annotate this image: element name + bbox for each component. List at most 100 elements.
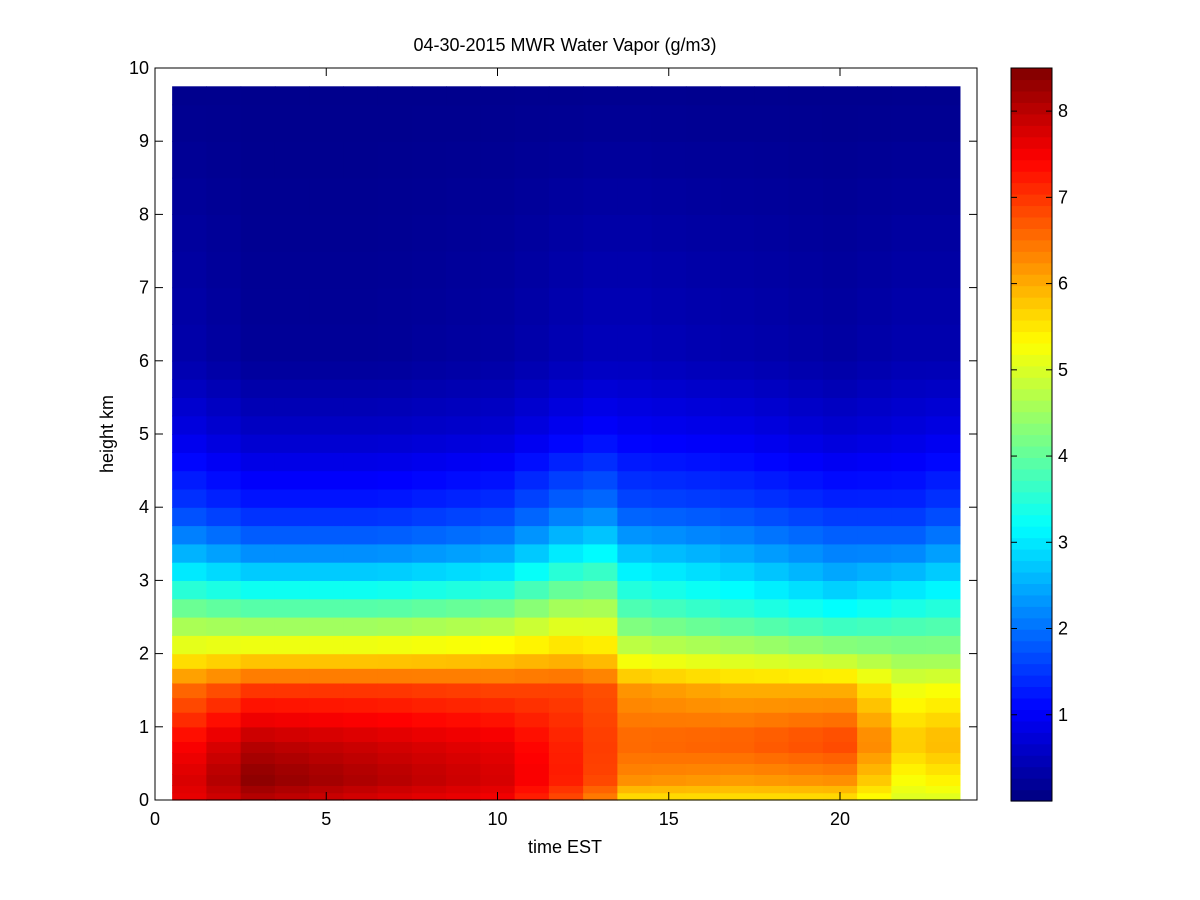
colorbar-swatch <box>1011 468 1052 481</box>
heatmap-cell <box>172 177 207 215</box>
colorbar-swatch <box>1011 388 1052 401</box>
heatmap-cell <box>685 470 721 490</box>
heatmap-cell <box>617 251 653 289</box>
heatmap-cell <box>309 785 344 794</box>
heatmap-cell <box>309 617 344 636</box>
heatmap-cell <box>788 697 824 713</box>
heatmap-cell <box>206 785 242 794</box>
heatmap-cell <box>720 360 755 380</box>
heatmap-cell <box>822 507 858 527</box>
heatmap-cell <box>274 415 310 435</box>
x-tick-label: 15 <box>659 809 679 829</box>
heatmap-cell <box>514 617 550 636</box>
heatmap-cell <box>788 682 824 699</box>
heatmap-cell <box>548 543 584 563</box>
colorbar-swatch <box>1011 411 1052 424</box>
heatmap-cell <box>172 415 207 435</box>
heatmap-cell <box>891 562 927 581</box>
heatmap-cell <box>822 525 858 545</box>
heatmap-cell <box>206 543 242 563</box>
heatmap-cell <box>240 287 276 325</box>
heatmap-cell <box>891 470 927 490</box>
heatmap-cell <box>925 287 961 325</box>
heatmap-cell <box>446 251 481 289</box>
heatmap-cell <box>891 360 927 380</box>
heatmap-cell <box>343 752 379 764</box>
heatmap-cell <box>925 774 961 786</box>
heatmap-cell <box>754 617 790 636</box>
heatmap-cell <box>206 741 242 754</box>
heatmap-cell <box>172 752 207 764</box>
heatmap-cell <box>411 774 447 786</box>
heatmap-cell <box>857 470 892 490</box>
heatmap-cell <box>720 397 755 417</box>
heatmap-cell <box>172 287 207 325</box>
heatmap-cell <box>377 763 413 775</box>
colorbar-swatch <box>1011 193 1052 207</box>
heatmap-cell <box>206 488 242 508</box>
heatmap-cell <box>446 741 481 754</box>
heatmap-cell <box>583 397 618 417</box>
heatmap-cell <box>583 415 618 435</box>
y-tick-label: 7 <box>139 278 149 298</box>
heatmap-cell <box>377 668 413 684</box>
heatmap-cell <box>309 86 344 106</box>
heatmap-cell <box>583 785 618 794</box>
colorbar-swatch <box>1011 675 1052 688</box>
heatmap-cell <box>206 379 242 398</box>
heatmap-cell <box>925 415 961 435</box>
heatmap-cell <box>754 507 790 527</box>
heatmap-cell <box>446 562 481 581</box>
heatmap-cell <box>617 104 653 142</box>
heatmap-cell <box>720 434 755 453</box>
heatmap-cell <box>788 785 824 794</box>
heatmap-cell <box>720 697 755 713</box>
heatmap-cell <box>720 562 755 581</box>
heatmap-cell <box>274 397 310 417</box>
heatmap-cell <box>309 598 344 618</box>
heatmap-cell <box>411 682 447 699</box>
heatmap-cell <box>651 488 687 508</box>
heatmap-cell <box>822 287 858 325</box>
heatmap-cell <box>343 792 379 801</box>
heatmap-cell <box>240 668 276 684</box>
heatmap-cell <box>822 543 858 563</box>
heatmap-cell <box>720 741 755 754</box>
heatmap-cell <box>822 752 858 764</box>
heatmap-cell <box>891 682 927 699</box>
heatmap-cell <box>583 792 618 801</box>
colorbar-tick-label: 2 <box>1058 619 1068 639</box>
heatmap-cell <box>754 488 790 508</box>
colorbar-tick-label: 5 <box>1058 360 1068 380</box>
heatmap-cell <box>788 251 824 289</box>
heatmap-cell <box>651 653 687 669</box>
heatmap-cell <box>274 470 310 490</box>
heatmap-cell <box>411 214 447 252</box>
heatmap-cell <box>411 617 447 636</box>
heatmap-cell <box>891 763 927 775</box>
heatmap-cell <box>651 507 687 527</box>
heatmap-cell <box>617 86 653 106</box>
heatmap-cell <box>548 360 584 380</box>
heatmap-cell <box>617 562 653 581</box>
heatmap-cell <box>822 785 858 794</box>
heatmap-cell <box>617 379 653 398</box>
heatmap-cell <box>514 635 550 655</box>
heatmap-cell <box>309 177 344 215</box>
heatmap-cell <box>343 177 379 215</box>
heatmap-cell <box>309 470 344 490</box>
heatmap-cell <box>720 324 755 362</box>
heatmap-cell <box>857 415 892 435</box>
heatmap-cell <box>240 580 276 600</box>
heatmap-cell <box>788 752 824 764</box>
heatmap-cell <box>685 653 721 669</box>
colorbar-swatch <box>1011 102 1052 115</box>
heatmap-cell <box>446 682 481 699</box>
heatmap-cell <box>343 697 379 713</box>
heatmap-cell <box>754 697 790 713</box>
heatmap-cell <box>548 712 584 728</box>
heatmap-cell <box>685 543 721 563</box>
heatmap-cell <box>925 580 961 600</box>
heatmap-cell <box>925 507 961 527</box>
colorbar-tick-label: 6 <box>1058 274 1068 294</box>
